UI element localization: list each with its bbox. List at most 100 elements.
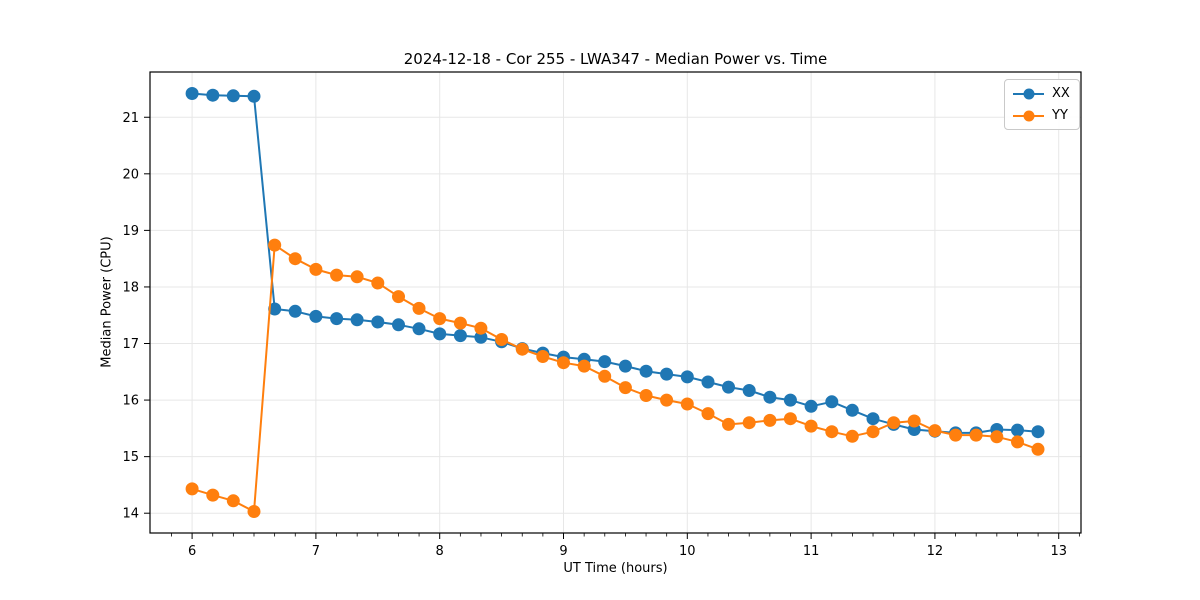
series-xx-marker xyxy=(474,330,488,344)
series-yy-marker xyxy=(804,419,818,433)
series-yy-marker xyxy=(557,356,570,370)
x-minor-ticks xyxy=(171,533,1080,537)
series-xx-marker xyxy=(247,89,261,103)
axes-ticks: 6 7 8 9 10 11 12 13 14 15 16 17 18 19 20 21 xyxy=(122,111,1067,559)
series-xx-marker xyxy=(783,393,797,407)
series-yy-marker xyxy=(433,312,447,326)
series-yy-marker xyxy=(350,270,364,284)
series-yy-marker xyxy=(1031,442,1045,456)
series-xx-marker xyxy=(371,315,385,329)
series-yy-marker xyxy=(680,397,694,411)
x-tick-label: 6 xyxy=(188,544,196,559)
series-yy-marker xyxy=(639,389,653,402)
series-yy-marker xyxy=(1011,435,1024,449)
y-tick-label: 19 xyxy=(122,224,139,239)
series-yy-marker xyxy=(453,316,467,330)
series-yy-marker xyxy=(887,416,901,430)
series-xx-marker xyxy=(392,318,405,332)
y-tick-label: 20 xyxy=(122,167,139,182)
series-xx-marker xyxy=(639,364,653,378)
series-xx-marker xyxy=(1011,423,1024,437)
series-yy-marker xyxy=(515,342,529,356)
series-xx-marker xyxy=(660,367,674,381)
series-xx-marker xyxy=(804,399,818,413)
series-yy-marker xyxy=(618,381,632,395)
legend-label-xx: XX xyxy=(1052,85,1070,101)
series-yy-marker xyxy=(990,430,1004,444)
y-tick-label: 16 xyxy=(122,394,139,409)
legend-item-yy: YY xyxy=(1013,106,1070,125)
series-yy-marker xyxy=(185,482,199,496)
series-xx-marker xyxy=(866,412,880,426)
series-yy-marker xyxy=(495,333,509,346)
series-yy-marker xyxy=(866,425,880,439)
y-tick-label: 18 xyxy=(122,280,139,295)
series-yy-marker xyxy=(247,505,261,518)
series-yy-marker xyxy=(742,416,756,430)
series-xx-marker xyxy=(330,312,344,326)
legend-item-xx: XX xyxy=(1013,84,1070,103)
series-yy-marker xyxy=(288,252,302,266)
x-tick-label: 12 xyxy=(927,544,944,559)
series-yy-marker xyxy=(845,429,859,443)
series-xx-marker xyxy=(618,359,632,373)
series-yy xyxy=(185,238,1045,518)
series-xx-marker xyxy=(226,89,240,103)
series-yy-marker xyxy=(309,262,323,276)
series-yy-marker xyxy=(577,359,591,373)
series-xx-marker xyxy=(309,309,323,323)
series-xx-marker xyxy=(412,322,426,336)
series-xx-marker xyxy=(288,304,302,318)
y-tick-label: 14 xyxy=(122,507,139,522)
y-tick-label: 21 xyxy=(122,111,139,126)
series-xx-marker xyxy=(722,380,735,394)
series-yy-marker xyxy=(783,412,797,426)
x-tick-label: 8 xyxy=(436,544,444,559)
series-yy-marker xyxy=(928,424,942,438)
series-yy-marker xyxy=(969,428,983,442)
y-axis-label: Median Power (CPU) xyxy=(99,236,115,368)
legend: XX YY xyxy=(1004,79,1080,130)
series-yy-marker xyxy=(722,417,735,431)
series-xx-marker xyxy=(206,88,220,102)
series-yy-marker xyxy=(660,393,674,407)
series-xx-marker xyxy=(845,403,859,417)
series-yy-marker xyxy=(907,414,921,428)
legend-dot-xx xyxy=(1023,88,1034,99)
series-xx-marker xyxy=(680,370,694,384)
legend-dot-yy xyxy=(1023,110,1034,121)
series-yy-marker xyxy=(412,301,426,315)
series-yy-marker xyxy=(825,425,839,439)
series-yy-marker xyxy=(598,369,612,383)
grid xyxy=(150,72,1081,533)
series-xx-marker xyxy=(453,329,467,343)
series-xx-marker xyxy=(433,327,447,341)
x-tick-label: 13 xyxy=(1050,544,1067,559)
series-yy-marker xyxy=(226,494,240,508)
series-yy-marker xyxy=(763,413,777,427)
series-yy-marker xyxy=(206,488,220,502)
legend-line-marker-yy xyxy=(1013,109,1044,123)
series-yy-marker xyxy=(949,428,963,442)
x-tick-label: 10 xyxy=(679,544,696,559)
series-yy-marker xyxy=(536,350,550,363)
series-xx-marker xyxy=(742,384,756,397)
legend-line-marker-xx xyxy=(1013,87,1044,101)
series-xx-marker xyxy=(268,302,282,316)
legend-label-yy: YY xyxy=(1052,107,1068,123)
series-xx-marker xyxy=(350,313,364,327)
x-tick-label: 9 xyxy=(559,544,567,559)
series-yy-line xyxy=(191,244,1039,513)
chart-title: 2024-12-18 - Cor 255 - LWA347 - Median P… xyxy=(403,50,828,68)
series-yy-marker xyxy=(330,268,344,282)
x-tick-label: 11 xyxy=(803,544,820,559)
series-xx-marker xyxy=(763,390,777,404)
series-yy-marker xyxy=(392,290,405,304)
series-xx-marker xyxy=(825,395,839,409)
x-tick-label: 7 xyxy=(312,544,320,559)
series-xx-marker xyxy=(185,87,199,100)
series-yy-marker xyxy=(474,321,488,335)
series-xx-marker xyxy=(598,355,612,369)
